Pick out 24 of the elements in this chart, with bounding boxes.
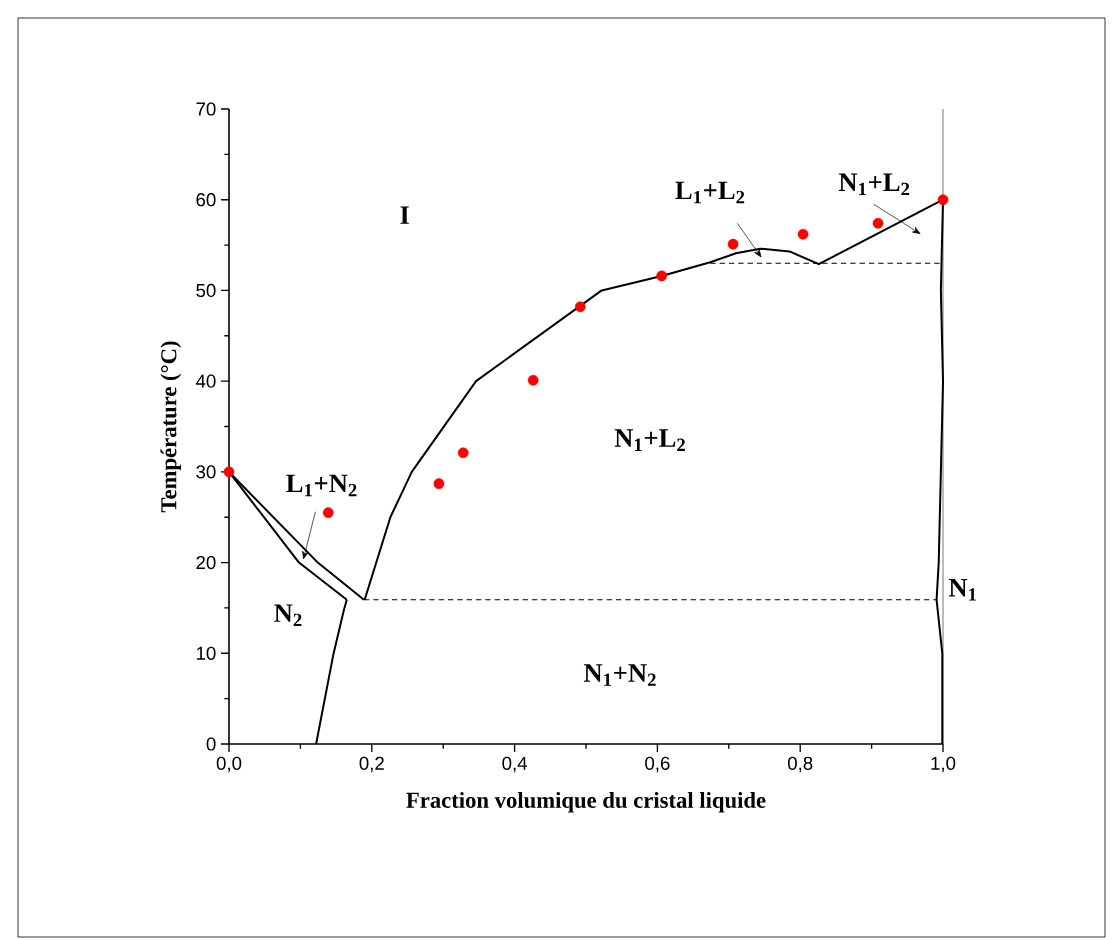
annotation: N$_{1}$+L$_{2}$ bbox=[838, 173, 910, 196]
y-tick-label: 0 bbox=[206, 737, 216, 751]
x-tick-label: 0,6 bbox=[645, 756, 670, 773]
annotation: N$_{1}$+N$_{2}$ bbox=[583, 664, 656, 686]
y-tick-label: 10 bbox=[196, 646, 216, 660]
x-tick-label: 0,8 bbox=[787, 756, 813, 773]
x-tick-label: 0,4 bbox=[502, 756, 528, 773]
y-axis-title: Température (°C) bbox=[160, 341, 182, 513]
y-tick-label: 70 bbox=[196, 102, 216, 116]
annotation: N$_{2}$ bbox=[274, 604, 302, 626]
x-tick-label: 0,0 bbox=[216, 756, 242, 773]
annotation: N$_{1}$+L$_{2}$ bbox=[614, 429, 685, 451]
x-axis-title: Fraction volumique du cristal liquide bbox=[406, 791, 766, 813]
annotation: L$_{1}$+N$_{2}$ bbox=[286, 474, 357, 497]
y-tick-label: 50 bbox=[196, 283, 216, 298]
y-tick-label: 40 bbox=[195, 374, 216, 388]
y-tick-label: 20 bbox=[196, 555, 216, 570]
x-tick-label: 1,0 bbox=[931, 756, 956, 773]
y-tick-label: 30 bbox=[196, 465, 216, 479]
annotation: L$_{1}$+L$_{2}$ bbox=[675, 181, 745, 204]
text: N$_{1}$ bbox=[948, 578, 976, 601]
annotation: I bbox=[400, 206, 409, 224]
x-tick-label: 0,2 bbox=[359, 756, 384, 773]
y-tick-label: 60 bbox=[196, 193, 216, 207]
